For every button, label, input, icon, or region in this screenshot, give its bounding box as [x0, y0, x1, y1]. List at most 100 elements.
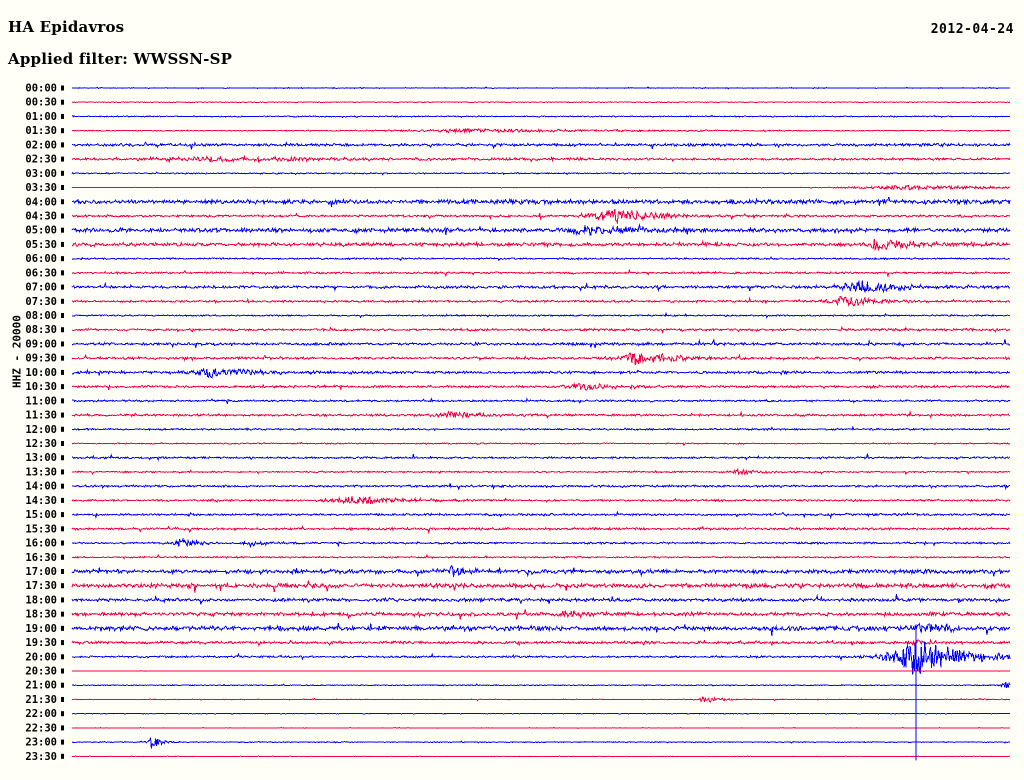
time-tick-label: 07:00 — [25, 282, 57, 294]
time-tick-label: 14:00 — [25, 481, 57, 493]
time-tick-label: 12:00 — [25, 424, 57, 436]
time-tick-label: 22:30 — [25, 722, 57, 734]
axis-tick-mark — [61, 355, 64, 361]
time-tick-label: 17:00 — [25, 566, 57, 578]
seismic-trace — [71, 268, 1011, 278]
seismic-trace — [71, 737, 1011, 749]
axis-tick-mark — [61, 512, 64, 518]
seismic-trace — [71, 397, 1011, 404]
axis-tick-mark — [61, 156, 64, 162]
time-tick-label: 01:00 — [25, 111, 57, 123]
axis-tick-mark — [61, 725, 64, 731]
axis-tick-mark — [61, 611, 64, 617]
seismic-trace — [71, 127, 1011, 134]
seismic-trace — [71, 726, 1011, 730]
time-tick-label: 04:30 — [25, 210, 57, 222]
axis-tick-mark — [61, 170, 64, 176]
time-tick-label: 06:00 — [25, 253, 57, 265]
axis-tick-mark — [61, 398, 64, 404]
seismic-trace — [71, 140, 1011, 150]
time-tick-label: 09:00 — [25, 338, 57, 350]
axis-tick-mark — [61, 739, 64, 745]
time-tick-label: 12:30 — [25, 438, 57, 450]
axis-tick-mark — [61, 85, 64, 91]
seismic-trace — [71, 326, 1011, 334]
seismic-trace — [71, 580, 1011, 593]
axis-tick-mark — [61, 327, 64, 333]
axis-tick-mark — [61, 668, 64, 674]
axis-tick-mark — [61, 696, 64, 702]
axis-tick-mark — [61, 241, 64, 247]
axis-tick-mark — [61, 213, 64, 219]
axis-tick-mark — [61, 455, 64, 461]
time-tick-label: 02:00 — [25, 139, 57, 151]
time-tick-label: 23:30 — [25, 751, 57, 763]
seismic-trace — [71, 367, 1011, 379]
axis-tick-mark — [61, 568, 64, 574]
time-tick-label: 14:30 — [25, 495, 57, 507]
seismic-trace — [71, 525, 1011, 535]
seismic-trace — [71, 483, 1011, 491]
seismic-trace — [71, 86, 1011, 90]
time-tick-label: 21:00 — [25, 680, 57, 692]
axis-tick-mark — [61, 227, 64, 233]
time-tick-label: 16:00 — [25, 538, 57, 550]
seismic-trace — [71, 410, 1011, 420]
seismic-trace — [71, 338, 1011, 349]
time-tick-label: 03:00 — [25, 168, 57, 180]
time-tick-label: 19:30 — [25, 637, 57, 649]
axis-tick-mark — [61, 341, 64, 347]
time-tick-label: 08:00 — [25, 310, 57, 322]
axis-tick-mark — [61, 369, 64, 375]
seismic-trace — [71, 280, 1011, 294]
axis-tick-mark — [61, 640, 64, 646]
seismic-trace — [71, 553, 1011, 560]
seismic-trace — [71, 311, 1011, 319]
time-tick-label: 10:30 — [25, 381, 57, 393]
time-tick-label: 11:00 — [25, 395, 57, 407]
axis-tick-mark — [61, 583, 64, 589]
axis-tick-mark — [61, 199, 64, 205]
time-tick-label: 17:30 — [25, 580, 57, 592]
axis-tick-mark — [61, 469, 64, 475]
seismic-trace — [71, 114, 1011, 119]
axis-tick-mark — [61, 753, 64, 759]
axis-tick-mark — [61, 526, 64, 532]
time-tick-label: 09:30 — [25, 353, 57, 365]
axis-tick-mark — [61, 625, 64, 631]
seismic-trace — [71, 171, 1011, 176]
applied-filter-label: Applied filter: WWSSN-SP — [8, 50, 233, 68]
seismic-trace — [71, 564, 1011, 578]
axis-tick-mark — [61, 711, 64, 717]
axis-tick-mark — [61, 597, 64, 603]
axis-tick-mark — [61, 142, 64, 148]
time-tick-label: 03:30 — [25, 182, 57, 194]
seismic-trace — [71, 712, 1010, 715]
axis-tick-mark — [61, 298, 64, 304]
seismic-trace — [71, 495, 1011, 505]
seismic-trace — [71, 467, 1011, 476]
axis-tick-mark — [61, 384, 64, 390]
seismic-trace — [71, 223, 1011, 236]
seismic-trace — [71, 256, 1011, 262]
seismic-trace — [71, 670, 1011, 672]
seismic-trace — [71, 196, 1011, 207]
time-tick-label: 00:00 — [25, 83, 57, 95]
time-tick-label: 08:30 — [25, 324, 57, 336]
time-tick-label: 07:30 — [25, 296, 57, 308]
time-tick-label: 15:00 — [25, 509, 57, 521]
time-tick-label: 06:30 — [25, 267, 57, 279]
seismic-trace — [71, 622, 1011, 636]
time-tick-label: 11:30 — [25, 410, 57, 422]
time-tick-label: 00:30 — [25, 97, 57, 109]
seismic-trace — [71, 154, 1011, 163]
time-tick-label: 15:30 — [25, 523, 57, 535]
seismic-trace — [71, 296, 1011, 307]
seismic-trace — [71, 593, 1011, 605]
axis-tick-mark — [61, 284, 64, 290]
seismic-trace — [71, 755, 1011, 758]
time-tick-label: 18:30 — [25, 609, 57, 621]
axis-tick-mark — [61, 185, 64, 191]
axis-tick-mark — [61, 654, 64, 660]
